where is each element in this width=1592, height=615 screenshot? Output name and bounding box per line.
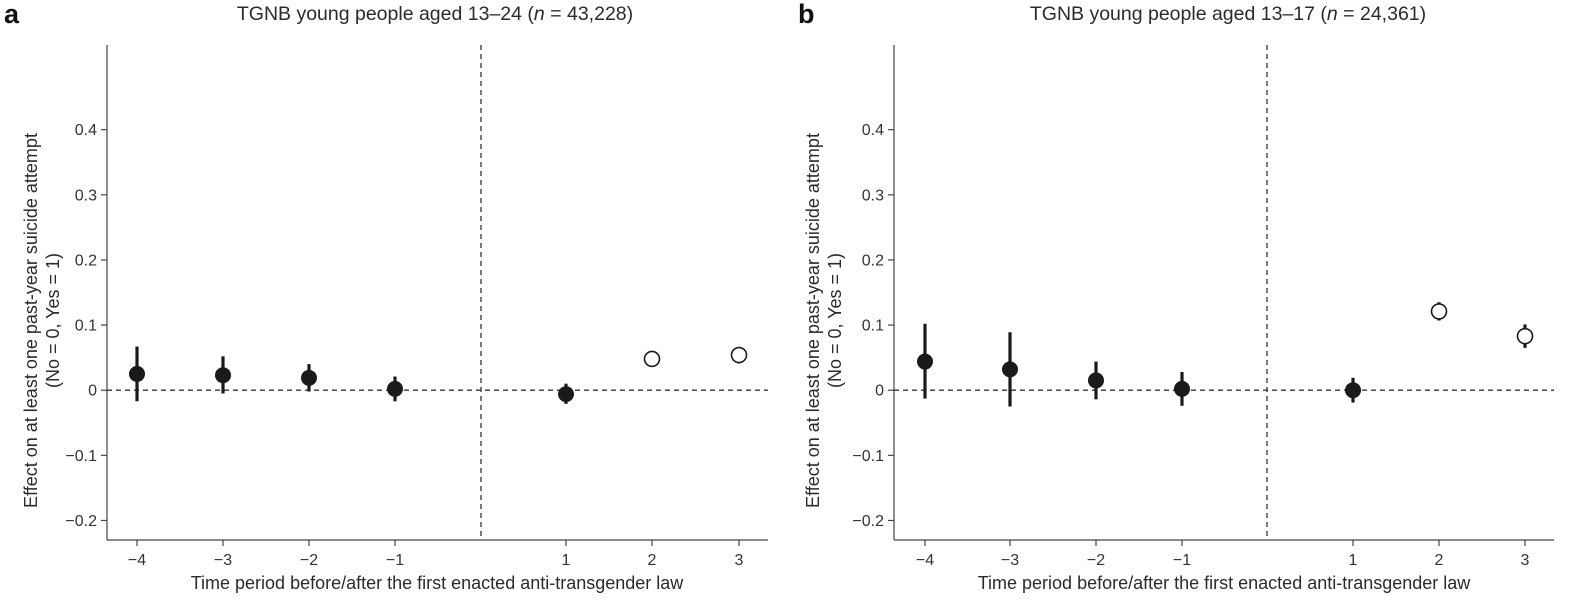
chart-b-x-tick-label: −1 bbox=[1173, 552, 1191, 569]
chart-b-data-point-filled bbox=[1174, 380, 1190, 397]
chart-a-x-tick-label: −2 bbox=[300, 552, 318, 569]
chart-a-x-tick-label: 2 bbox=[648, 552, 657, 569]
chart-b-x-tick-label: −3 bbox=[1001, 552, 1019, 569]
chart-a-y-tick-label: 0.2 bbox=[75, 252, 97, 269]
chart-panel-b: b TGNB young people aged 13–17 (n = 24,36… bbox=[796, 0, 1592, 615]
chart-a-y-tick-label: 0.4 bbox=[75, 122, 97, 139]
chart-b-title: TGNB young people aged 13–17 (n = 24,361… bbox=[1030, 3, 1426, 25]
chart-a-data-point-filled bbox=[387, 380, 403, 397]
chart-a-title: TGNB young people aged 13–24 (n = 43,228… bbox=[237, 3, 633, 25]
chart-a-y-tick-label: −0.1 bbox=[65, 448, 97, 465]
chart-b-y-tick-label: 0.4 bbox=[862, 122, 884, 139]
chart-b-data-point-filled bbox=[917, 353, 933, 370]
chart-panel-a: a TGNB young people aged 13–24 (n = 43,22… bbox=[0, 0, 790, 615]
chart-a-data-point-open bbox=[730, 346, 748, 364]
chart-b-y-tick-label: 0.3 bbox=[862, 187, 884, 204]
chart-a-y-tick-label: 0.1 bbox=[75, 318, 97, 335]
chart-a-data-point-open bbox=[643, 350, 661, 368]
chart-a-data-point-filled bbox=[129, 365, 145, 382]
chart-b-data-point-filled bbox=[1088, 372, 1104, 389]
chart-a-y-tick-label: 0 bbox=[88, 383, 97, 400]
chart-b-x-tick-label: 3 bbox=[1521, 552, 1530, 569]
chart-b-panel-letter: b bbox=[798, 0, 815, 29]
chart-b-x-tick-label: 2 bbox=[1435, 552, 1444, 569]
chart-a-data-point-filled bbox=[558, 386, 574, 403]
chart-a-y-axis-label-sub: (No = 0, Yes = 1) bbox=[43, 253, 63, 388]
chart-b-data-point-open bbox=[1516, 327, 1534, 345]
chart-b-svg: b TGNB young people aged 13–17 (n = 24,36… bbox=[798, 0, 1554, 593]
chart-b-y-tick-label: −0.2 bbox=[852, 513, 884, 530]
chart-a-panel-letter: a bbox=[4, 0, 20, 29]
chart-b-y-axis-label: Effect on at least one past-year suicide… bbox=[803, 133, 823, 508]
chart-b-x-axis-label: Time period before/after the first enact… bbox=[978, 573, 1472, 593]
chart-a-x-tick-label: −3 bbox=[214, 552, 232, 569]
chart-b-data-point-filled bbox=[1002, 361, 1018, 378]
chart-a-x-tick-label: 1 bbox=[562, 552, 571, 569]
chart-b-x-tick-label: −4 bbox=[916, 552, 934, 569]
chart-b-y-tick-label: 0.1 bbox=[862, 318, 884, 335]
chart-b-data-point-open bbox=[1430, 303, 1448, 320]
chart-a-x-axis-label: Time period before/after the first enact… bbox=[191, 573, 685, 593]
chart-a-svg: a TGNB young people aged 13–24 (n = 43,22… bbox=[4, 0, 768, 593]
chart-b-x-tick-label: 1 bbox=[1349, 552, 1358, 569]
chart-b-data-point-filled bbox=[1345, 382, 1361, 399]
chart-a-x-tick-label: −1 bbox=[386, 552, 404, 569]
chart-a-y-tick-label: 0.3 bbox=[75, 187, 97, 204]
chart-b-x-tick-label: −2 bbox=[1087, 552, 1105, 569]
chart-a-x-tick-label: −4 bbox=[128, 552, 146, 569]
chart-b-y-tick-label: −0.1 bbox=[852, 448, 884, 465]
chart-a-y-axis-label: Effect on at least one past-year suicide… bbox=[21, 133, 41, 508]
chart-a-data-point-filled bbox=[301, 369, 317, 386]
chart-a-data-point-filled bbox=[215, 367, 231, 384]
chart-a-x-tick-label: 3 bbox=[735, 552, 744, 569]
chart-a-y-tick-label: −0.2 bbox=[65, 513, 97, 530]
chart-b-y-tick-label: 0 bbox=[875, 383, 884, 400]
chart-b-y-axis-label-sub: (No = 0, Yes = 1) bbox=[825, 253, 845, 388]
chart-b-y-tick-label: 0.2 bbox=[862, 252, 884, 269]
